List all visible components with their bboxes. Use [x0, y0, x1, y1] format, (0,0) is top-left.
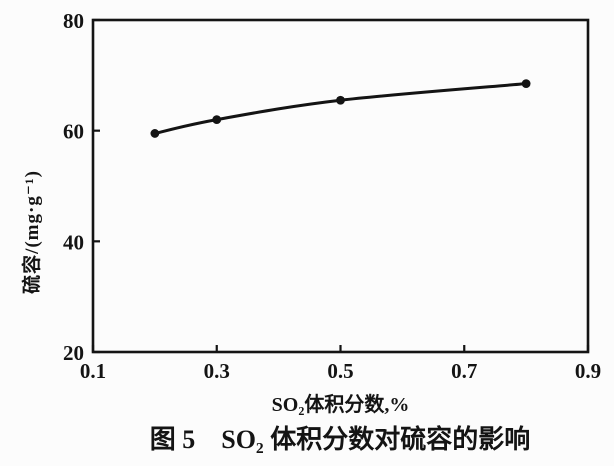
x-axis-label: SO₂体积分数,%	[271, 394, 410, 416]
y-tick-label: 20	[63, 341, 84, 365]
series-line	[153, 82, 528, 135]
x-tick-label: 0.3	[204, 359, 230, 383]
data-point-marker	[521, 79, 531, 89]
data-point-marker	[212, 115, 222, 124]
x-tick-label: 0.9	[575, 359, 601, 383]
plot-frame	[91, 18, 590, 354]
y-tick-label: 40	[63, 230, 84, 254]
y-tick-label: 80	[63, 9, 84, 33]
x-tick-label: 0.7	[451, 359, 477, 383]
x-tick-label: 0.1	[80, 359, 106, 383]
x-tick-label: 0.5	[327, 359, 353, 383]
y-axis-label: 硫容/(mg·g⁻¹)	[22, 170, 43, 294]
data-point-marker	[336, 95, 345, 105]
figure-caption: 图 5 SO₂ 体积分数对硫容的影响	[149, 425, 531, 454]
y-tick-label: 60	[63, 120, 84, 144]
data-point-marker	[150, 129, 160, 138]
